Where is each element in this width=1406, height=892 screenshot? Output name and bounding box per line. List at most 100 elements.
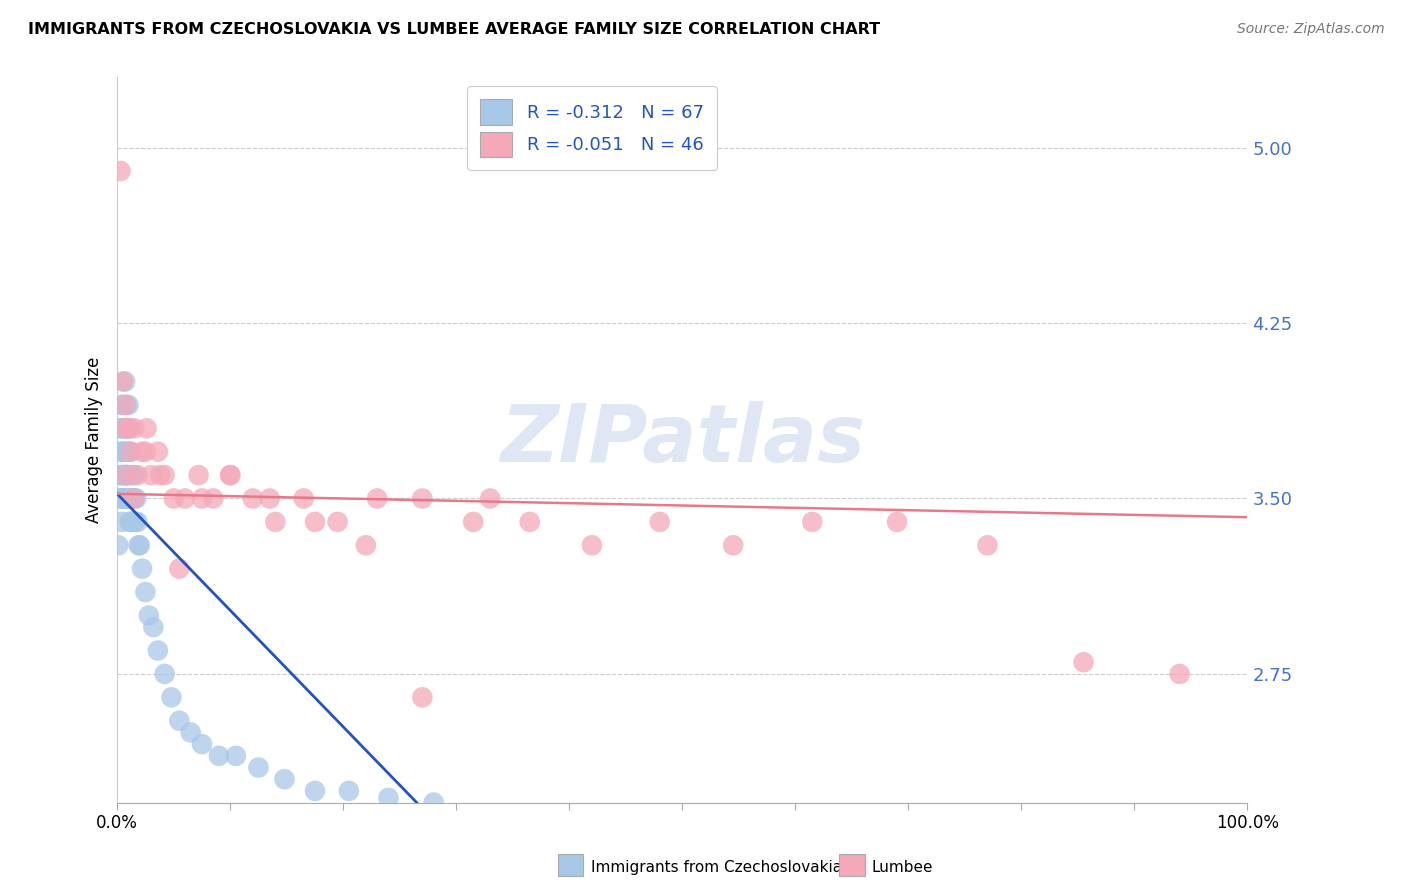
Point [117, 468, 139, 483]
Point [122, 491, 145, 506]
Point [304, 784, 326, 798]
Point [721, 538, 744, 552]
Point [648, 515, 671, 529]
Point [219, 468, 242, 483]
Point [114, 468, 136, 483]
Point [191, 491, 214, 506]
Point [108, 468, 131, 483]
Point [111, 491, 134, 506]
Point [127, 468, 149, 483]
Point [134, 585, 156, 599]
Point [117, 491, 139, 506]
Point [112, 444, 135, 458]
Point [581, 538, 603, 552]
Point [110, 444, 132, 458]
Point [242, 491, 264, 506]
Point [121, 468, 143, 483]
Point [112, 468, 135, 483]
Point [292, 491, 315, 506]
Legend: R = -0.312   N = 67, R = -0.051   N = 46: R = -0.312 N = 67, R = -0.051 N = 46 [467, 87, 717, 170]
Point [117, 421, 139, 435]
Point [146, 444, 169, 458]
Point [519, 515, 541, 529]
Point [122, 468, 145, 483]
Point [135, 421, 157, 435]
Point [169, 562, 191, 576]
Point [1168, 667, 1191, 681]
Point [326, 515, 349, 529]
Point [138, 608, 160, 623]
Point [115, 468, 138, 483]
Point [127, 515, 149, 529]
Y-axis label: Average Family Size: Average Family Size [86, 357, 103, 524]
Point [120, 444, 142, 458]
Point [111, 468, 134, 483]
Point [122, 421, 145, 435]
Point [131, 444, 153, 458]
Point [117, 421, 139, 435]
Point [149, 468, 172, 483]
Point [120, 515, 142, 529]
Point [131, 562, 153, 576]
Point [169, 714, 191, 728]
Point [115, 468, 138, 483]
Point [128, 538, 150, 552]
Point [122, 491, 145, 506]
Point [187, 468, 209, 483]
Point [1073, 655, 1095, 669]
Point [174, 491, 197, 506]
Point [125, 491, 148, 506]
Point [110, 164, 132, 178]
Point [128, 538, 150, 552]
Point [202, 491, 225, 506]
Point [463, 515, 485, 529]
Point [304, 515, 326, 529]
Point [115, 398, 138, 412]
Point [180, 725, 202, 739]
Point [134, 444, 156, 458]
Point [422, 796, 444, 810]
Point [124, 515, 146, 529]
Point [117, 491, 139, 506]
Point [479, 491, 502, 506]
Point [118, 468, 141, 483]
Point [264, 515, 287, 529]
Point [111, 375, 134, 389]
Point [366, 491, 388, 506]
Point [111, 468, 134, 483]
Point [110, 398, 132, 412]
Point [377, 791, 399, 805]
Text: ZIPatlas: ZIPatlas [499, 401, 865, 479]
Point [107, 538, 129, 552]
Point [118, 421, 141, 435]
Point [191, 737, 214, 751]
Point [108, 421, 131, 435]
Point [111, 444, 134, 458]
Point [354, 538, 377, 552]
Point [111, 421, 134, 435]
Point [146, 643, 169, 657]
Point [114, 375, 136, 389]
Point [411, 491, 433, 506]
Point [273, 772, 295, 787]
Point [112, 491, 135, 506]
Point [801, 515, 824, 529]
Point [118, 515, 141, 529]
Point [886, 515, 908, 529]
Point [112, 421, 135, 435]
Point [163, 491, 186, 506]
Point [115, 444, 138, 458]
Point [411, 690, 433, 705]
Point [153, 667, 176, 681]
Point [110, 491, 132, 506]
Point [139, 468, 162, 483]
Text: Lumbee: Lumbee [872, 860, 934, 874]
Point [111, 515, 134, 529]
Point [114, 398, 136, 412]
Point [120, 444, 142, 458]
Point [142, 620, 165, 634]
Point [122, 515, 145, 529]
Point [225, 748, 247, 763]
Point [111, 398, 134, 412]
Point [259, 491, 281, 506]
